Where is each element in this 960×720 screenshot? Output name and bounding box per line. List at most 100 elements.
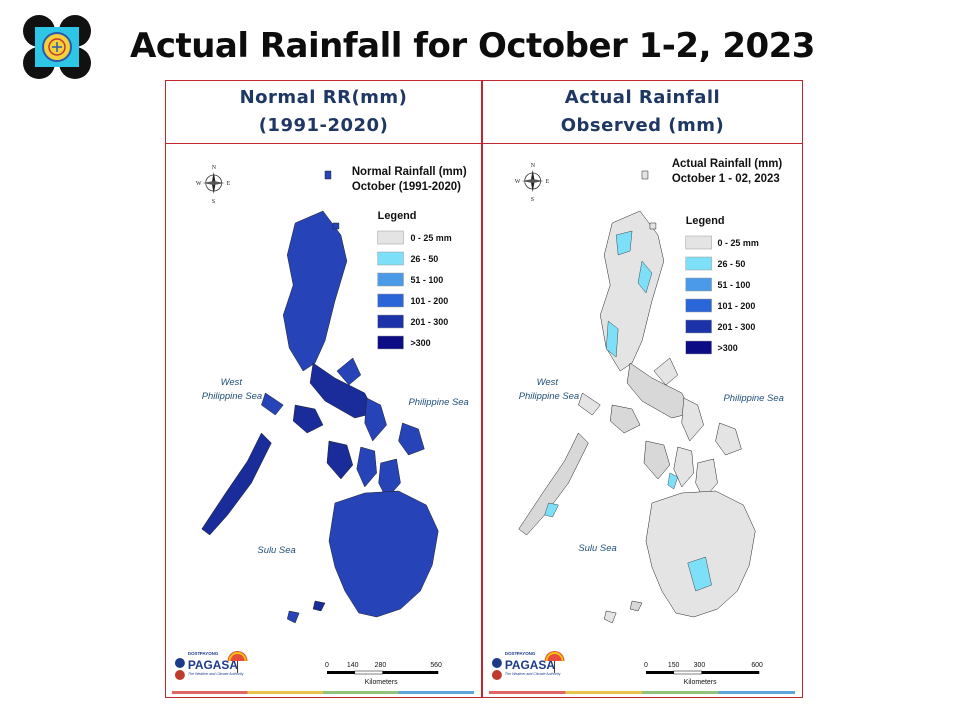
rainfall-area — [637, 260, 653, 294]
island-region — [715, 422, 742, 456]
legend: 0 - 25 mm 26 - 50 51 - 100 101 - 200 201… — [685, 235, 759, 355]
compass-rose-icon: N S W E — [196, 165, 231, 205]
map-title-line2: October 1 - 02, 2023 — [672, 173, 780, 185]
island-region — [653, 357, 679, 386]
legend-swatch — [377, 230, 404, 245]
sea-label-west-1: West — [537, 377, 559, 388]
island-region — [649, 222, 657, 230]
legend-label: 51 - 100 — [718, 280, 751, 290]
island-region — [603, 610, 617, 624]
island-region — [673, 446, 694, 488]
island-region — [695, 458, 718, 500]
panel-header-line1: Actual Rainfall — [564, 87, 721, 108]
legend-label: 101 - 200 — [410, 296, 448, 306]
legend-label: 201 - 300 — [718, 322, 756, 332]
island-region — [518, 432, 589, 536]
island-region — [201, 432, 272, 536]
compass-s: S — [531, 197, 534, 203]
legend-swatch — [377, 335, 404, 350]
panel-header-line1: Normal RR(mm) — [239, 87, 408, 108]
pagasa-logo: DOST PAYONG PAGASA The Weather and Clima… — [491, 651, 565, 680]
legend-swatch — [377, 272, 404, 287]
island-region — [578, 392, 601, 416]
legend-label: 26 - 50 — [410, 254, 438, 264]
color-strip — [171, 691, 475, 694]
legend-swatch — [685, 298, 712, 313]
island-region — [681, 397, 704, 442]
actual-rainfall-map: Actual Rainfall (mm) October 1 - 02, 202… — [483, 143, 802, 697]
sea-label-west-2: Philippine Sea — [519, 391, 579, 402]
panel-header-line2: (1991-2020) — [258, 115, 389, 136]
sea-label-west-1: West — [221, 377, 243, 388]
pagasa-logo: DOST PAYONG PAGASA The Weather and Clima… — [174, 651, 248, 680]
legend-title: Legend — [686, 215, 725, 227]
pagasa-payong: PAYONG — [517, 651, 536, 656]
legend-label: >300 — [718, 343, 738, 353]
rainfall-area — [687, 556, 712, 592]
island-region — [261, 392, 284, 416]
sea-label-south: Sulu Sea — [578, 543, 616, 554]
island-region — [609, 404, 641, 434]
map-svg: Normal Rainfall (mm) October (1991-2020)… — [171, 165, 475, 694]
island-region — [292, 404, 324, 434]
rainfall-area — [615, 230, 633, 256]
island-region — [641, 170, 649, 180]
panel-header-line2: Observed (mm) — [560, 115, 725, 136]
legend-title: Legend — [378, 210, 417, 222]
legend-label: 101 - 200 — [718, 301, 756, 311]
island-region — [312, 600, 326, 612]
normal-rainfall-map: Normal Rainfall (mm) October (1991-2020)… — [166, 143, 481, 697]
color-strip — [488, 691, 796, 694]
island-region — [309, 362, 376, 419]
island-region — [336, 357, 362, 386]
compass-n: N — [212, 165, 217, 171]
island-region — [332, 222, 340, 230]
rainfall-area — [667, 472, 679, 490]
island-region — [643, 440, 671, 480]
pagasa-tagline: The Weather and Climate Authority — [188, 672, 244, 676]
scale-tick: 140 — [347, 662, 359, 669]
slide-title: Actual Rainfall for October 1-2, 2023 — [130, 26, 815, 66]
island-region — [645, 490, 756, 618]
scale-tick: 0 — [325, 662, 329, 669]
compass-w: W — [515, 179, 521, 185]
compass-w: W — [196, 181, 202, 187]
pagasa-tagline: The Weather and Climate Authority — [505, 672, 561, 676]
legend-swatch — [685, 319, 712, 334]
island-region — [398, 422, 425, 456]
map-title-line1: Actual Rainfall (mm) — [672, 158, 783, 170]
map-title-line1: Normal Rainfall (mm) — [352, 166, 467, 178]
island-region — [286, 610, 300, 624]
rainfall-highlights — [544, 230, 712, 592]
scale-bar: 0 150 300 600 Kilometers — [644, 662, 763, 686]
compass-e: E — [227, 181, 231, 187]
philippines-islands — [201, 170, 439, 624]
legend-swatch — [685, 256, 712, 271]
legend-label: 0 - 25 mm — [410, 233, 451, 243]
legend-swatch — [377, 293, 404, 308]
rainfall-area — [606, 320, 619, 358]
legend: 0 - 25 mm 26 - 50 51 - 100 101 - 200 201… — [377, 230, 452, 350]
pagasa-dost: DOST — [505, 651, 518, 656]
scale-tick: 560 — [430, 662, 442, 669]
map-title-line2: October (1991-2020) — [352, 181, 461, 193]
scale-tick: 0 — [644, 662, 648, 669]
actual-rainfall-panel: Actual Rainfall Observed (mm) Actual Rai… — [482, 80, 803, 698]
panel-header: Normal RR(mm) (1991-2020) — [166, 81, 481, 144]
scale-tick: 280 — [375, 662, 387, 669]
legend-label: 0 - 25 mm — [718, 238, 759, 248]
pagasa-payong: PAYONG — [200, 651, 219, 656]
scale-unit: Kilometers — [365, 679, 398, 686]
legend-label: 51 - 100 — [410, 275, 443, 285]
compass-n: N — [531, 163, 536, 169]
scale-unit: Kilometers — [684, 679, 717, 686]
map-svg: Actual Rainfall (mm) October 1 - 02, 202… — [488, 158, 796, 694]
normal-rainfall-panel: Normal RR(mm) (1991-2020) Normal Rainfal… — [165, 80, 482, 698]
legend-label: 201 - 300 — [410, 317, 448, 327]
pagasa-emblem-logo — [23, 15, 91, 79]
pagasa-name: PAGASA — [188, 658, 238, 672]
pagasa-name: PAGASA — [505, 658, 555, 672]
island-region — [326, 440, 354, 480]
scale-tick: 150 — [668, 662, 680, 669]
compass-rose-icon: N S W E — [515, 163, 550, 203]
